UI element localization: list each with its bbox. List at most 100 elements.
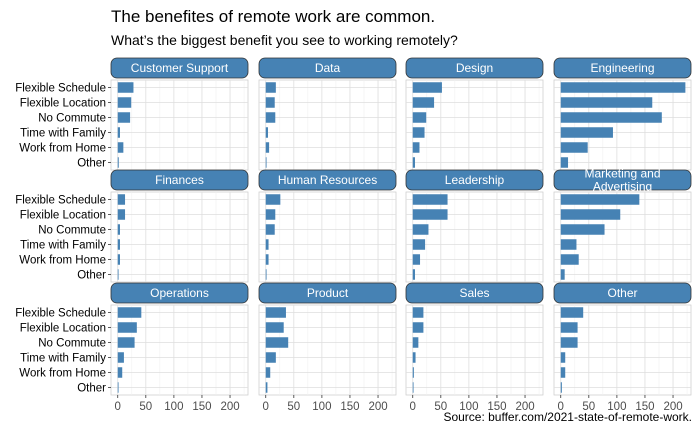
y-tick-label: Work from Home — [19, 368, 106, 380]
chart-title: The benefites of remote work are common. — [111, 7, 436, 26]
x-tick-label: 150 — [192, 401, 211, 413]
bar — [265, 82, 276, 93]
bar — [412, 337, 419, 348]
facet-strip-label: Customer Support — [131, 61, 229, 75]
bar — [265, 127, 268, 138]
y-tick-label: No Commute — [38, 113, 106, 125]
bar — [412, 254, 421, 265]
bar — [560, 382, 562, 393]
y-tick-label: Flexible Schedule — [15, 83, 106, 95]
bar — [412, 82, 442, 93]
facet-panel — [258, 304, 397, 396]
facet-panel — [110, 191, 249, 283]
bar — [265, 367, 271, 378]
x-tick-label: 50 — [582, 401, 595, 413]
x-tick-label: 50 — [434, 401, 447, 413]
bar — [412, 127, 425, 138]
y-tick-label: Flexible Schedule — [15, 308, 106, 320]
facet-panel — [553, 79, 692, 171]
bar — [560, 194, 640, 205]
y-tick-label: Time with Family — [20, 353, 106, 365]
facet-strip-label: Design — [456, 61, 493, 75]
facet-panel — [258, 79, 397, 171]
bar — [117, 142, 124, 153]
bar — [412, 352, 416, 363]
facet-strip-label: Marketing and — [584, 167, 660, 181]
bar — [560, 254, 579, 265]
facet-strip — [405, 169, 544, 191]
bar — [560, 269, 565, 280]
facet-strip — [258, 169, 397, 191]
facet-strip — [110, 169, 249, 191]
y-tick-label: Flexible Location — [20, 210, 106, 222]
bar — [117, 112, 131, 123]
bar — [560, 82, 686, 93]
y-tick-label: No Commute — [38, 225, 106, 237]
bar — [117, 239, 120, 250]
x-tick-label: 100 — [164, 401, 183, 413]
x-tick-label: 150 — [340, 401, 359, 413]
y-tick-label: Flexible Location — [20, 98, 106, 110]
bar — [412, 239, 426, 250]
bar — [117, 254, 120, 265]
bar — [265, 337, 289, 348]
bar — [560, 142, 588, 153]
bar — [412, 269, 415, 280]
bar — [560, 127, 613, 138]
x-tick-label: 50 — [287, 401, 300, 413]
facet-strip — [110, 57, 249, 79]
facet-panel — [553, 191, 692, 283]
bar — [560, 157, 569, 168]
bar — [560, 97, 653, 108]
facet-strip — [258, 282, 397, 304]
x-tick-label: 100 — [312, 401, 331, 413]
chart-subtitle: What’s the biggest benefit you see to wo… — [111, 32, 458, 48]
bar — [265, 382, 268, 393]
bar — [265, 209, 276, 220]
x-tick-label: 200 — [368, 401, 387, 413]
bar — [117, 224, 120, 235]
x-tick-label: 150 — [635, 401, 654, 413]
bar — [412, 209, 448, 220]
facet-strip-label: Product — [307, 286, 349, 300]
facet-strip-label: Sales — [459, 286, 489, 300]
facet-panel — [405, 191, 544, 283]
bar — [117, 157, 119, 168]
x-tick-label: 50 — [139, 401, 152, 413]
bar — [560, 352, 566, 363]
facet-panel — [405, 304, 544, 396]
bar — [265, 97, 275, 108]
y-tick-label: Other — [77, 270, 106, 282]
y-tick-label: Other — [77, 158, 106, 170]
bar — [412, 224, 429, 235]
bar — [117, 367, 123, 378]
bar — [412, 322, 424, 333]
bar — [117, 337, 135, 348]
facet-strip-label: Human Resources — [278, 173, 377, 187]
y-tick-label: Flexible Schedule — [15, 195, 106, 207]
facet-strip-label: Leadership — [445, 173, 505, 187]
bar — [412, 307, 424, 318]
facet-panel — [405, 79, 544, 171]
facet-strip-label: Engineering — [590, 61, 654, 75]
facet-strip — [258, 57, 397, 79]
y-tick-label: Time with Family — [20, 240, 106, 252]
bar — [560, 224, 605, 235]
facet-strip-label: Advertising — [593, 180, 652, 194]
bar — [265, 112, 276, 123]
bar — [117, 307, 142, 318]
bar — [265, 239, 269, 250]
bar — [265, 194, 281, 205]
facet-panel — [110, 79, 249, 171]
bar — [117, 82, 134, 93]
y-tick-label: No Commute — [38, 338, 106, 350]
bar — [265, 254, 269, 265]
bar — [412, 367, 414, 378]
bar — [265, 307, 286, 318]
y-tick-label: Other — [77, 383, 106, 395]
bar — [265, 322, 284, 333]
bar — [265, 157, 267, 168]
bar — [117, 352, 124, 363]
facet-panel — [553, 304, 692, 396]
facet-panel — [110, 304, 249, 396]
